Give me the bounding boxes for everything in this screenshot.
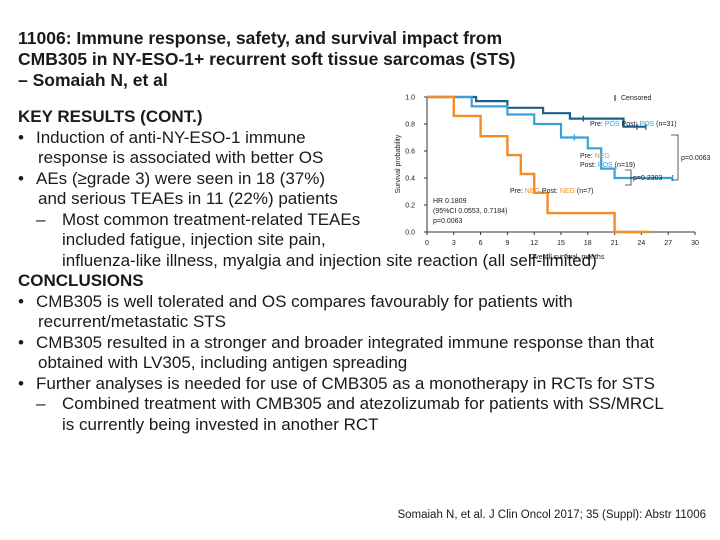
slide-body: KEY RESULTS (CONT.) • Induction of anti-N… [18, 107, 718, 435]
label-part: POS [598, 162, 613, 169]
bullet-line: • Further analyses is needed for use of C… [18, 374, 718, 395]
series-label-neg-pos: Pre: NEG [580, 153, 610, 160]
series-line [427, 95, 651, 234]
p-value-bracket [625, 169, 632, 186]
title-line: – Somaiah N, et al [18, 70, 168, 90]
x-axis-title: Overall survival, months [530, 254, 605, 261]
label-part: Post: [620, 121, 640, 128]
x-tick-label: 9 [505, 240, 509, 247]
y-tick-label: 0.6 [405, 149, 415, 156]
bullet-icon: • [18, 373, 24, 393]
bullet-icon: • [18, 291, 24, 311]
bullet-line: • CMB305 is well tolerated and OS compare… [18, 292, 718, 313]
label-part: Post: [540, 188, 560, 195]
km-survival-chart: 0.0 0.2 0.4 0.6 0.8 1.0 0 3 6 9 12 15 18 21 24 27 30 Over… [395, 95, 710, 262]
p-value-outer: p=0.0063 [681, 155, 710, 162]
title-line: CMB305 in NY-ESO-1+ recurrent soft tissu… [18, 49, 516, 69]
y-tick-label: 1.0 [405, 95, 415, 102]
citation: Somaiah N, et al. J Clin Oncol 2017; 35 … [397, 509, 706, 521]
dash-icon: – [36, 394, 46, 413]
label-part: NEG [595, 153, 610, 160]
bullet-continuation: recurrent/metastatic STS [38, 312, 227, 331]
sub-bullet-continuation: is currently being invested in another R… [62, 414, 379, 434]
hazard-ratio-ci: (95%CI 0.0553, 0.7184) [433, 208, 507, 215]
bullet-line: • CMB305 resulted in a stronger and broad… [18, 333, 718, 354]
sub-bullet-continuation: influenza-like illness, myalgia and inje… [62, 250, 597, 270]
bullet-continuation: obtained with LV305, including antigen s… [38, 353, 408, 372]
chart-axes: 0.0 0.2 0.4 0.6 0.8 1.0 0 3 6 9 12 15 18 21 24 27 30 Over… [395, 95, 699, 262]
x-tick-label: 24 [638, 240, 646, 247]
x-tick-label: 27 [664, 240, 672, 247]
series-line [427, 95, 646, 128]
hazard-ratio: HR 0.1809 [433, 198, 467, 205]
bullet-continuation: and serious TEAEs in 11 (22%) patients [38, 189, 338, 208]
bullet-text: AEs (≥grade 3) were seen in 18 (37%) [36, 168, 326, 188]
bullet-icon: • [18, 332, 24, 352]
label-part: (n=19) [613, 162, 635, 169]
label-part: Post: [580, 162, 598, 169]
series-line [427, 95, 673, 180]
sub-bullet-line: – Most common treatment-related TEAEs [18, 210, 718, 231]
conclusions-heading: CONCLUSIONS [18, 271, 144, 290]
label-part: (n=31) [654, 121, 676, 128]
p-value-inner: p=0.2303 [633, 175, 662, 182]
hazard-ratio-p: p=0.0063 [433, 218, 462, 225]
title-line: 11006: Immune response, safety, and surv… [18, 28, 503, 48]
label-part: POS [605, 121, 620, 128]
dash-icon: – [36, 209, 46, 229]
sub-bullet-line: – Combined treatment with CMB305 and atez… [18, 394, 718, 415]
y-axis-title: Survival probability [395, 134, 402, 193]
legend-label: Censored [621, 95, 651, 102]
label-part: Pre: [580, 153, 595, 160]
x-tick-label: 18 [584, 240, 592, 247]
bullet-text: CMB305 resulted in a stronger and broade… [36, 332, 655, 352]
y-tick-label: 0.2 [405, 203, 415, 210]
bullet-text: Further analyses is needed for use of CM… [36, 373, 655, 393]
bullet-text: CMB305 is well tolerated and OS compares… [36, 291, 573, 311]
x-tick-label: 0 [425, 240, 429, 247]
sub-bullet-text: Most common treatment-related TEAEs [62, 209, 361, 229]
x-tick-label: 21 [611, 240, 619, 247]
bullet-line: • AEs (≥grade 3) were seen in 18 (37%) [18, 169, 718, 190]
series-label-neg-pos: Post: POS (n=19) [580, 162, 635, 169]
bullet-icon: • [18, 127, 24, 147]
sub-bullet-text: Combined treatment with CMB305 and atezo… [62, 394, 664, 413]
y-tick-label: 0.0 [405, 230, 415, 237]
x-tick-label: 15 [557, 240, 565, 247]
bullet-line: • Induction of anti-NY-ESO-1 immune [18, 128, 718, 149]
series-label-neg-neg: Pre: NEG Post: NEG (n=7) [510, 188, 593, 195]
bullet-icon: • [18, 168, 24, 188]
label-part: (n=7) [575, 188, 593, 195]
series-label-pos-pos: Pre: POS Post: POS (n=31) [590, 121, 677, 128]
sub-bullet-continuation: included fatigue, injection site pain, [62, 230, 326, 249]
label-part: Pre: [510, 188, 525, 195]
bullet-continuation: response is associated with better OS [38, 148, 324, 167]
label-part: NEG [560, 188, 575, 195]
p-value-bracket [671, 134, 679, 181]
x-tick-label: 3 [452, 240, 456, 247]
x-tick-label: 6 [479, 240, 483, 247]
label-part: Pre: [590, 121, 605, 128]
x-tick-label: 12 [530, 240, 538, 247]
slide-title: 11006: Immune response, safety, and surv… [18, 28, 538, 91]
chart-series [427, 95, 674, 234]
x-tick-label: 30 [691, 240, 699, 247]
label-part: POS [639, 121, 654, 128]
y-tick-label: 0.4 [405, 176, 415, 183]
bullet-text: Induction of anti-NY-ESO-1 immune [36, 127, 306, 147]
y-tick-label: 0.8 [405, 122, 415, 129]
key-results-heading: KEY RESULTS (CONT.) [18, 107, 203, 126]
label-part: NEG [525, 188, 540, 195]
